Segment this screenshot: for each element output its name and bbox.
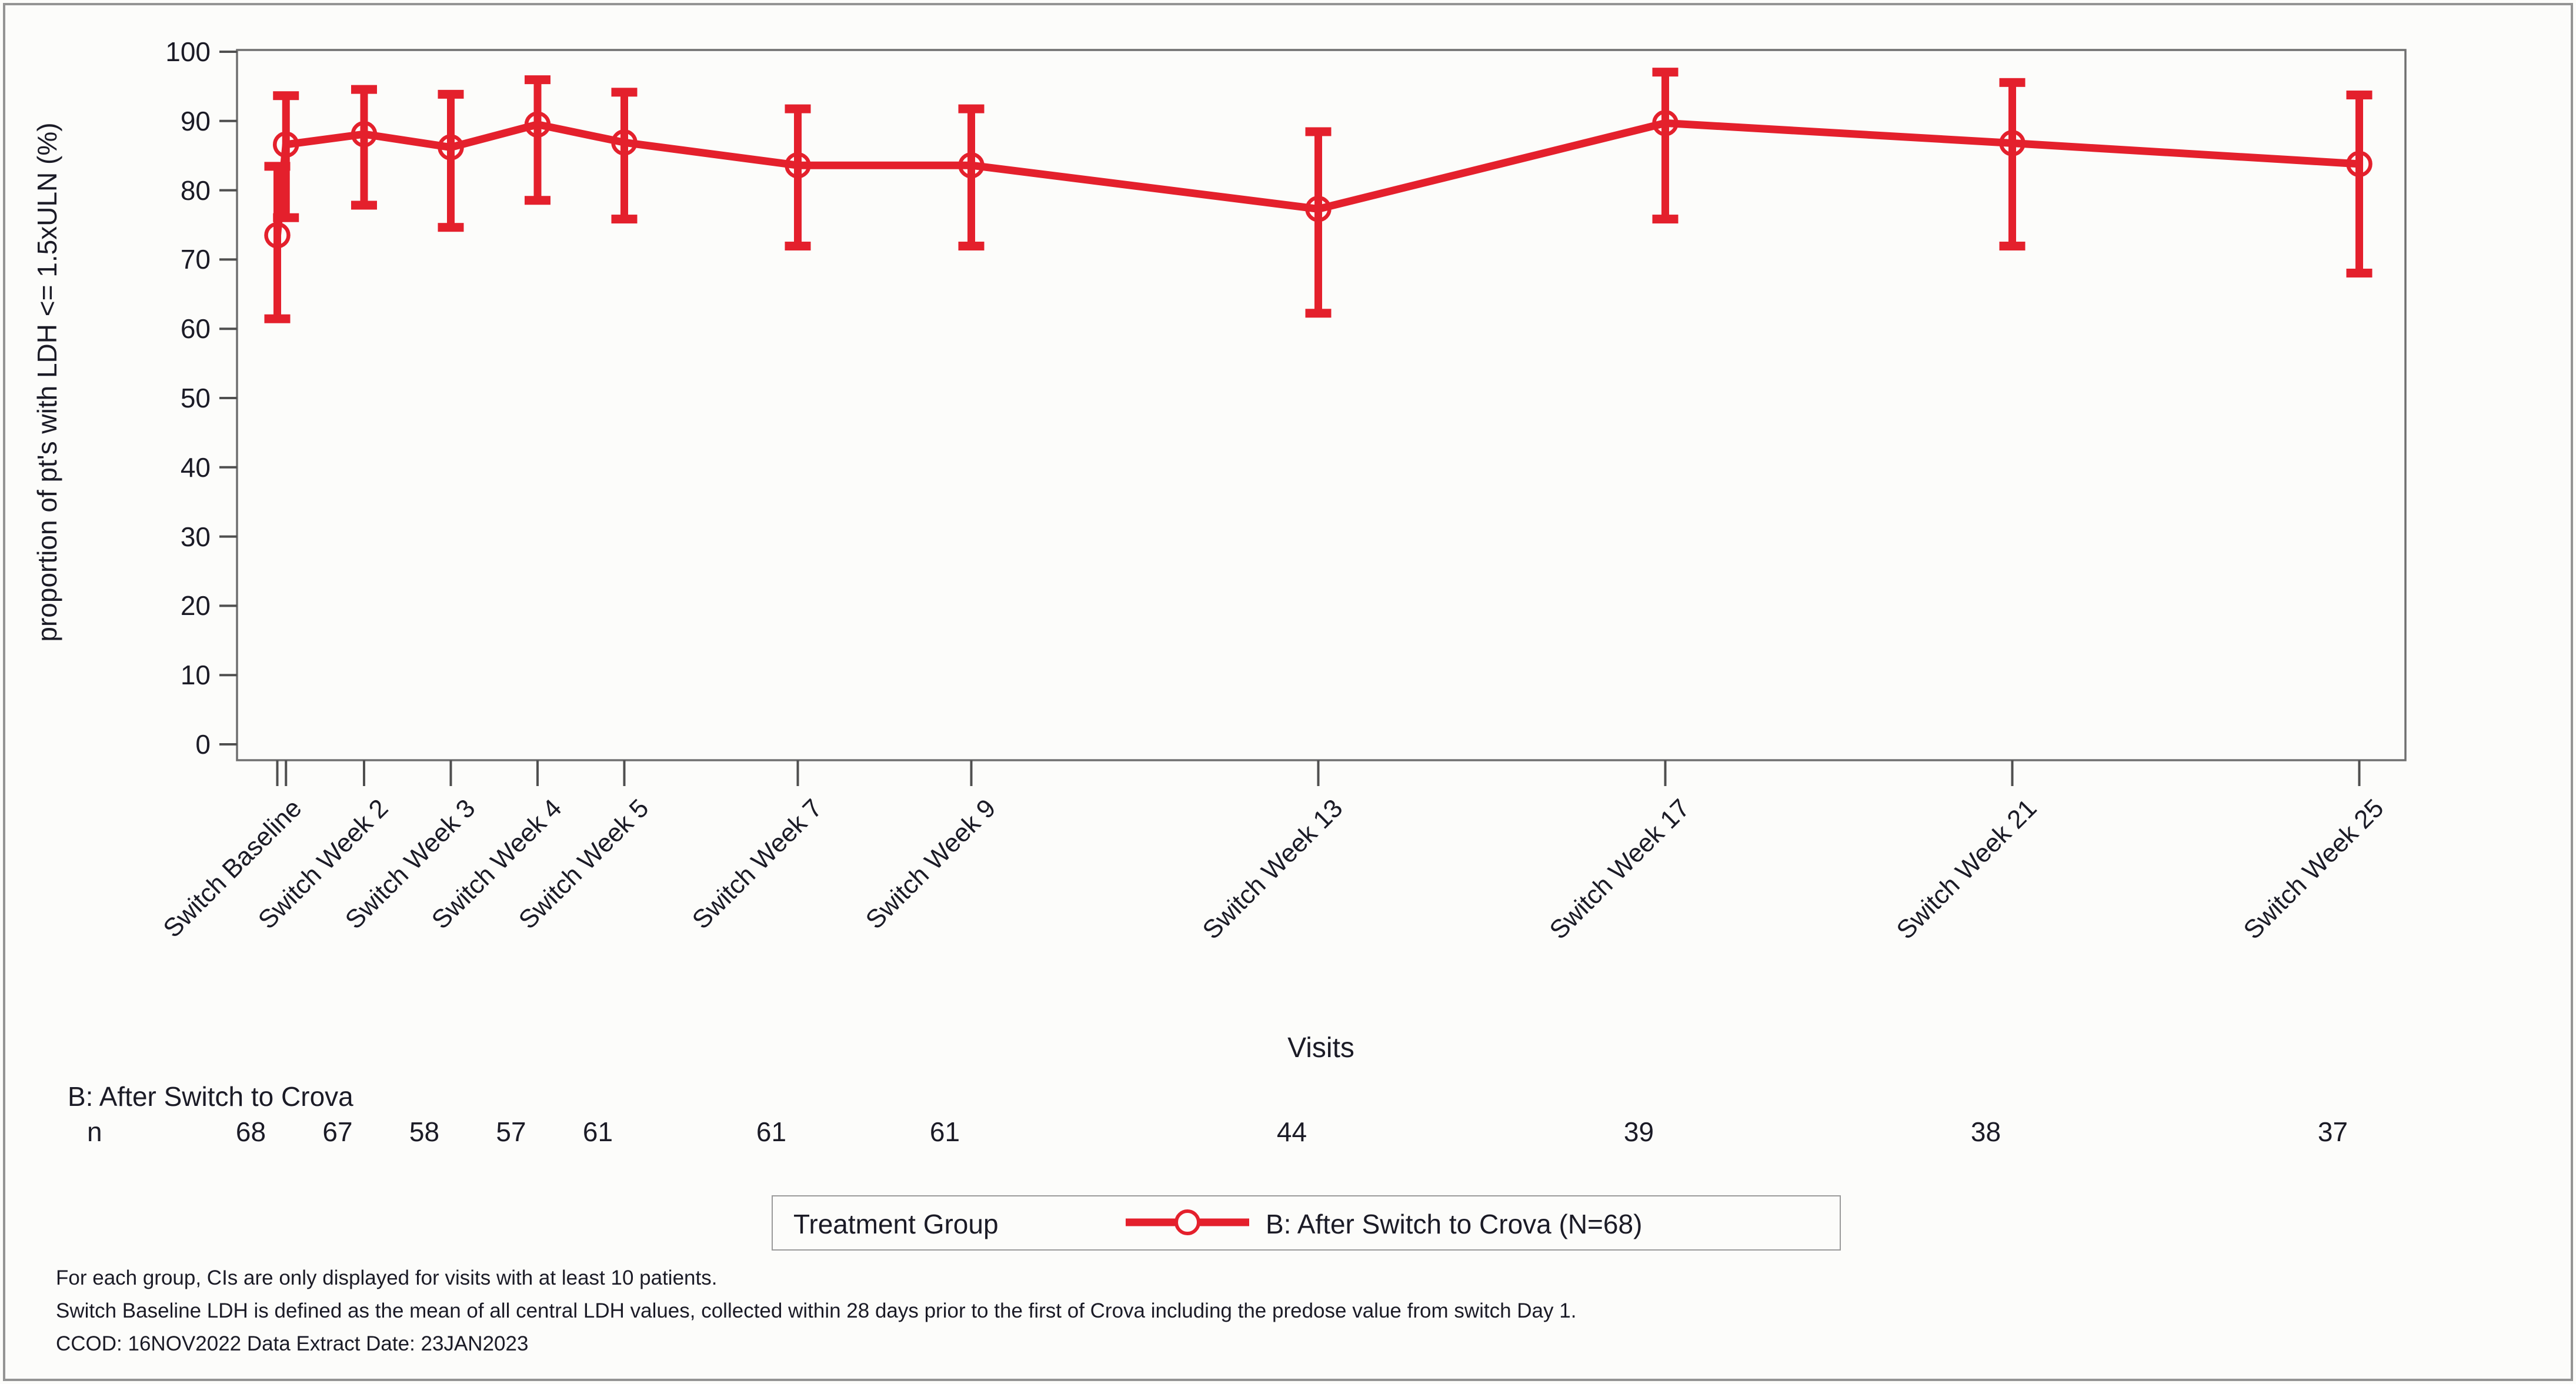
data-point-marker xyxy=(2346,151,2373,178)
data-point-marker xyxy=(264,222,291,249)
n-value: 39 xyxy=(1623,1116,1654,1147)
data-point-marker xyxy=(524,111,551,138)
legend-series-symbol-icon xyxy=(1126,1209,1249,1235)
n-value: 61 xyxy=(582,1116,613,1147)
footnote-line: CCOD: 16NOV2022 Data Extract Date: 23JAN… xyxy=(56,1332,529,1355)
error-bar-cap xyxy=(525,75,550,85)
error-bar-cap xyxy=(264,314,291,323)
data-point-marker xyxy=(1999,130,2026,156)
y-tick-label: 90 xyxy=(180,105,211,136)
line-chart-plot xyxy=(219,49,2407,786)
error-bar-cap xyxy=(2346,268,2373,278)
error-bar-cap xyxy=(1652,68,1679,77)
y-tick-label: 40 xyxy=(180,452,211,483)
n-value: 38 xyxy=(1970,1116,2001,1147)
footnote-line: Switch Baseline LDH is defined as the me… xyxy=(56,1299,1577,1322)
data-point-marker xyxy=(785,152,811,179)
data-point-marker xyxy=(611,129,638,156)
n-row-group-label: B: After Switch to Crova xyxy=(68,1081,353,1112)
error-bar-cap xyxy=(1305,127,1332,136)
legend: Treatment Group B: After Switch to Crova… xyxy=(772,1195,1841,1251)
error-bar-cap xyxy=(785,104,811,113)
y-tick-label: 70 xyxy=(180,244,211,275)
error-bar-cap xyxy=(438,223,464,232)
plot-frame xyxy=(236,49,2407,761)
y-axis-title: proportion of pt's with LDH <= 1.5xULN (… xyxy=(32,122,62,642)
n-value: 57 xyxy=(496,1116,526,1147)
series-line xyxy=(273,119,2360,236)
error-bar-cap xyxy=(611,88,638,97)
error-bar-cap xyxy=(438,89,464,99)
error-bar-cap xyxy=(958,104,985,113)
error-bar-cap xyxy=(1999,242,2026,251)
legend-title: Treatment Group xyxy=(793,1209,999,1239)
n-value: 44 xyxy=(1276,1116,1307,1147)
y-tick-label: 60 xyxy=(180,313,211,345)
error-bar-cap xyxy=(1652,215,1679,224)
error-bar-cap xyxy=(785,242,811,251)
error-bar-cap xyxy=(611,215,638,224)
error-bar-cap xyxy=(2346,91,2373,100)
legend-series-label: B: After Switch to Crova (N=68) xyxy=(1266,1209,1643,1239)
error-bar-cap xyxy=(1305,309,1332,318)
n-value: 68 xyxy=(235,1116,266,1147)
y-tick-label: 10 xyxy=(180,660,211,691)
footnote-line: For each group, CIs are only displayed f… xyxy=(56,1266,718,1289)
error-bar-cap xyxy=(273,91,299,101)
data-point-marker xyxy=(958,152,985,179)
x-axis-title: Visits xyxy=(1287,1032,1354,1064)
n-value: 61 xyxy=(756,1116,787,1147)
n-value: 37 xyxy=(2317,1116,2348,1147)
n-value: 61 xyxy=(929,1116,960,1147)
y-tick-label: 50 xyxy=(180,383,211,413)
y-tick-label: 30 xyxy=(180,521,211,552)
data-point-marker xyxy=(1305,196,1332,222)
y-tick-label: 100 xyxy=(165,36,211,67)
y-tick-label: 20 xyxy=(180,590,211,621)
y-tick-label: 0 xyxy=(195,729,211,760)
error-bar-cap xyxy=(958,242,985,251)
n-value: 67 xyxy=(322,1116,353,1147)
n-value: 58 xyxy=(409,1116,440,1147)
y-tick-label: 80 xyxy=(180,175,211,206)
data-point-marker xyxy=(273,131,299,158)
data-point-marker xyxy=(351,121,378,148)
error-bar-cap xyxy=(1999,78,2026,87)
data-point-marker xyxy=(1652,110,1679,136)
n-row-label: n xyxy=(87,1116,102,1147)
error-bar-cap xyxy=(525,196,550,205)
error-bar-cap xyxy=(351,200,377,210)
error-bar-cap xyxy=(351,85,377,94)
data-point-marker xyxy=(438,134,464,161)
